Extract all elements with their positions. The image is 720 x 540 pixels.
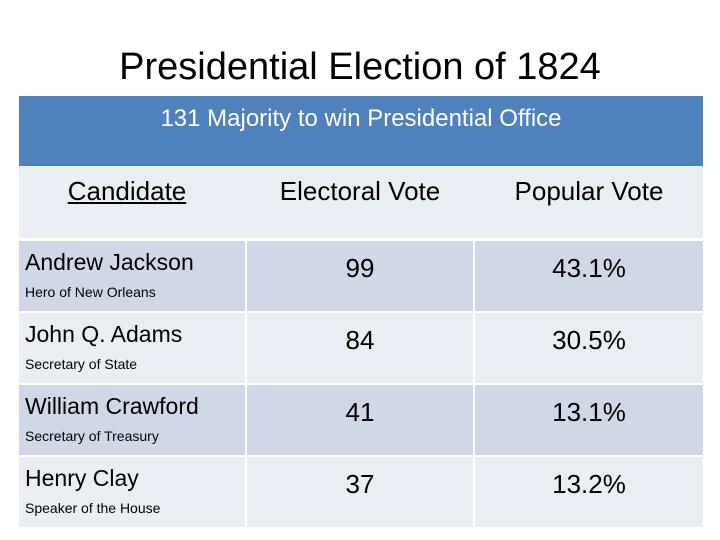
electoral-vote-cell: 37 [247,457,473,527]
table-row: Henry Clay Speaker of the House 37 13.2% [19,457,703,527]
candidate-cell: Andrew Jackson Hero of New Orleans [19,241,245,311]
electoral-vote-value: 99 [345,253,375,283]
popular-vote-value: 43.1% [552,253,626,283]
candidate-name: John Q. Adams [25,321,183,347]
electoral-vote-cell: 84 [247,313,473,383]
popular-vote-value: 13.2% [552,469,626,499]
electoral-vote-value: 37 [345,469,375,499]
majority-banner-text: 131 Majority to win Presidential Office [160,105,562,132]
candidate-cell: Henry Clay Speaker of the House [19,457,245,527]
candidate-role: Hero of New Orleans [25,284,156,300]
candidate-cell: William Crawford Secretary of Treasury [19,385,245,455]
header-popular-vote: Popular Vote [514,176,664,206]
popular-vote-cell: 13.1% [475,385,703,455]
candidate-role: Secretary of Treasury [25,428,159,444]
electoral-vote-value: 41 [345,397,375,427]
electoral-vote-cell: 99 [247,241,473,311]
candidate-role: Secretary of State [25,356,138,372]
header-cell-candidate: Candidate [19,166,245,238]
majority-banner: 131 Majority to win Presidential Office [19,96,703,166]
candidate-name: Andrew Jackson [25,249,194,275]
candidate-name: Henry Clay [25,465,139,491]
candidate-cell: John Q. Adams Secretary of State [19,313,245,383]
popular-vote-value: 30.5% [552,325,626,355]
popular-vote-value: 13.1% [552,397,626,427]
table-row: John Q. Adams Secretary of State 84 30.5… [19,313,703,383]
electoral-vote-value: 84 [345,325,375,355]
popular-vote-cell: 30.5% [475,313,703,383]
candidate-role: Speaker of the House [25,500,161,516]
header-candidate: Candidate [67,176,187,206]
header-cell-popular-vote: Popular Vote [475,166,703,238]
popular-vote-cell: 13.2% [475,457,703,527]
popular-vote-cell: 43.1% [475,241,703,311]
table-header-row: Candidate Electoral Vote Popular Vote [19,166,703,238]
candidate-name: William Crawford [25,393,199,419]
header-cell-electoral-vote: Electoral Vote [247,166,473,238]
electoral-vote-cell: 41 [247,385,473,455]
table-row: Andrew Jackson Hero of New Orleans 99 43… [19,241,703,311]
header-electoral-vote: Electoral Vote [279,176,441,206]
slide-title: Presidential Election of 1824 [119,46,601,88]
election-results-table: 131 Majority to win Presidential Office … [19,96,703,528]
table-row: William Crawford Secretary of Treasury 4… [19,385,703,455]
